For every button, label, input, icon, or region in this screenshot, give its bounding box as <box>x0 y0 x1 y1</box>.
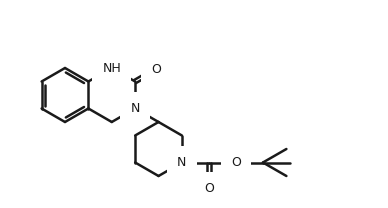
Text: O: O <box>151 63 161 76</box>
Text: O: O <box>204 182 214 195</box>
Text: N: N <box>177 156 187 169</box>
Text: NH: NH <box>102 62 121 74</box>
Text: N: N <box>130 102 140 115</box>
Text: O: O <box>231 156 241 169</box>
